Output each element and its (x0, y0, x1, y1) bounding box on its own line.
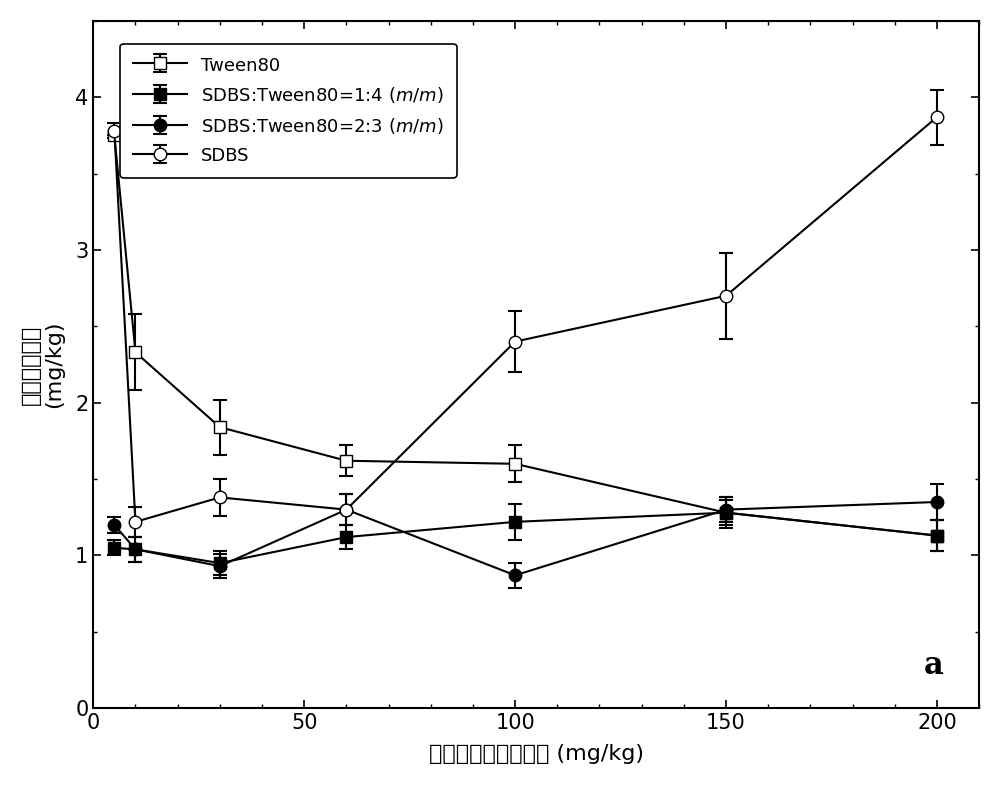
Text: a: a (924, 650, 944, 681)
X-axis label: 投加表面活性剂剂量 (mg/kg): 投加表面活性剂剂量 (mg/kg) (429, 744, 644, 764)
Y-axis label: 土壤菲残留量
(mg/kg): 土壤菲残留量 (mg/kg) (21, 321, 64, 408)
Legend: Tween80, SDBS:Tween80=1:4 ($m/m$), SDBS:Tween80=2:3 ($m/m$), SDBS: Tween80, SDBS:Tween80=1:4 ($m/m$), SDBS:… (120, 44, 457, 178)
